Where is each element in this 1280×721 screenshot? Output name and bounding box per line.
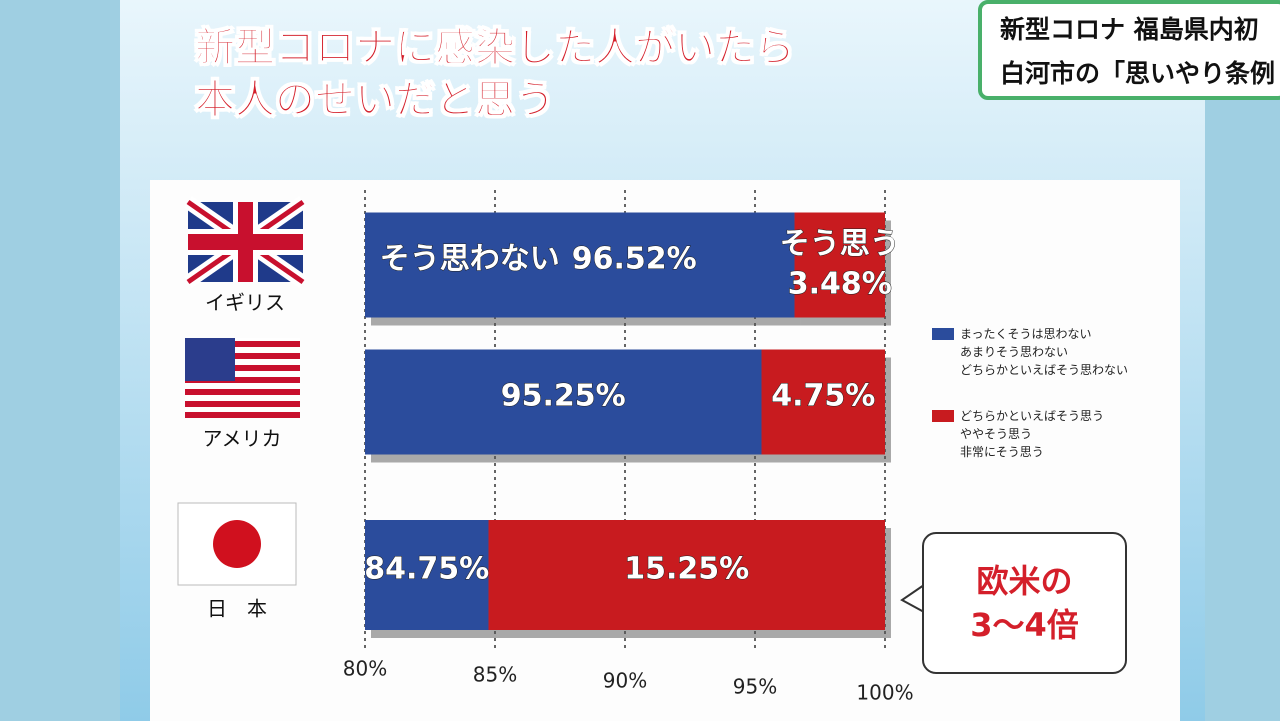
bar-segment xyxy=(365,349,762,455)
legend-item: まったくそうは思わない あまりそう思わない どちらかといえばそう思わない xyxy=(932,325,1128,379)
flag-us xyxy=(185,338,300,418)
value-label: 95.25% xyxy=(501,379,626,414)
bar-segment xyxy=(488,520,885,630)
annotation: そう思わない xyxy=(380,242,560,277)
callout: 欧米の 3～4倍 xyxy=(922,532,1127,674)
bar-segment xyxy=(365,212,795,318)
flag-uk xyxy=(184,196,307,288)
x-tick-label: 95% xyxy=(733,675,777,699)
legend-swatch xyxy=(932,410,954,422)
value-label: 96.52% xyxy=(572,242,697,277)
value-label: 84.75% xyxy=(364,552,489,587)
legend-label: どちらかといえばそう思う ややそう思う 非常にそう思う xyxy=(960,409,1105,459)
x-tick-label: 90% xyxy=(603,669,647,693)
category-label: 日 本 xyxy=(207,597,267,621)
value-label: 15.25% xyxy=(624,552,749,587)
value-label: 4.75% xyxy=(771,379,875,414)
category-label: イギリス xyxy=(205,291,285,315)
callout-pointer xyxy=(900,584,925,613)
x-tick-label: 100% xyxy=(856,681,913,705)
legend-swatch xyxy=(932,328,954,340)
flag-jp xyxy=(177,502,297,586)
caption-line: 新型コロナ 福島県内初 xyxy=(1000,15,1259,44)
chart-title: 新型コロナに感染した人がいたら 本人のせいだと思う xyxy=(195,25,796,124)
x-tick-label: 80% xyxy=(343,657,387,681)
value-label: 3.48% xyxy=(788,267,892,302)
category-label: アメリカ xyxy=(203,427,282,451)
x-tick-label: 85% xyxy=(473,663,517,687)
caption-line: 白河市の「思いやり条例 xyxy=(1000,59,1276,88)
legend-item: どちらかといえばそう思う ややそう思う 非常にそう思う xyxy=(932,407,1104,461)
legend-label: まったくそうは思わない あまりそう思わない どちらかといえばそう思わない xyxy=(960,327,1129,377)
bar-segment xyxy=(761,349,885,455)
tv-caption: 新型コロナ 福島県内初 白河市の「思いやり条例 xyxy=(978,0,1280,100)
annotation: そう思う xyxy=(780,227,900,262)
bar-segment xyxy=(794,212,885,318)
bar-segment xyxy=(365,520,489,630)
